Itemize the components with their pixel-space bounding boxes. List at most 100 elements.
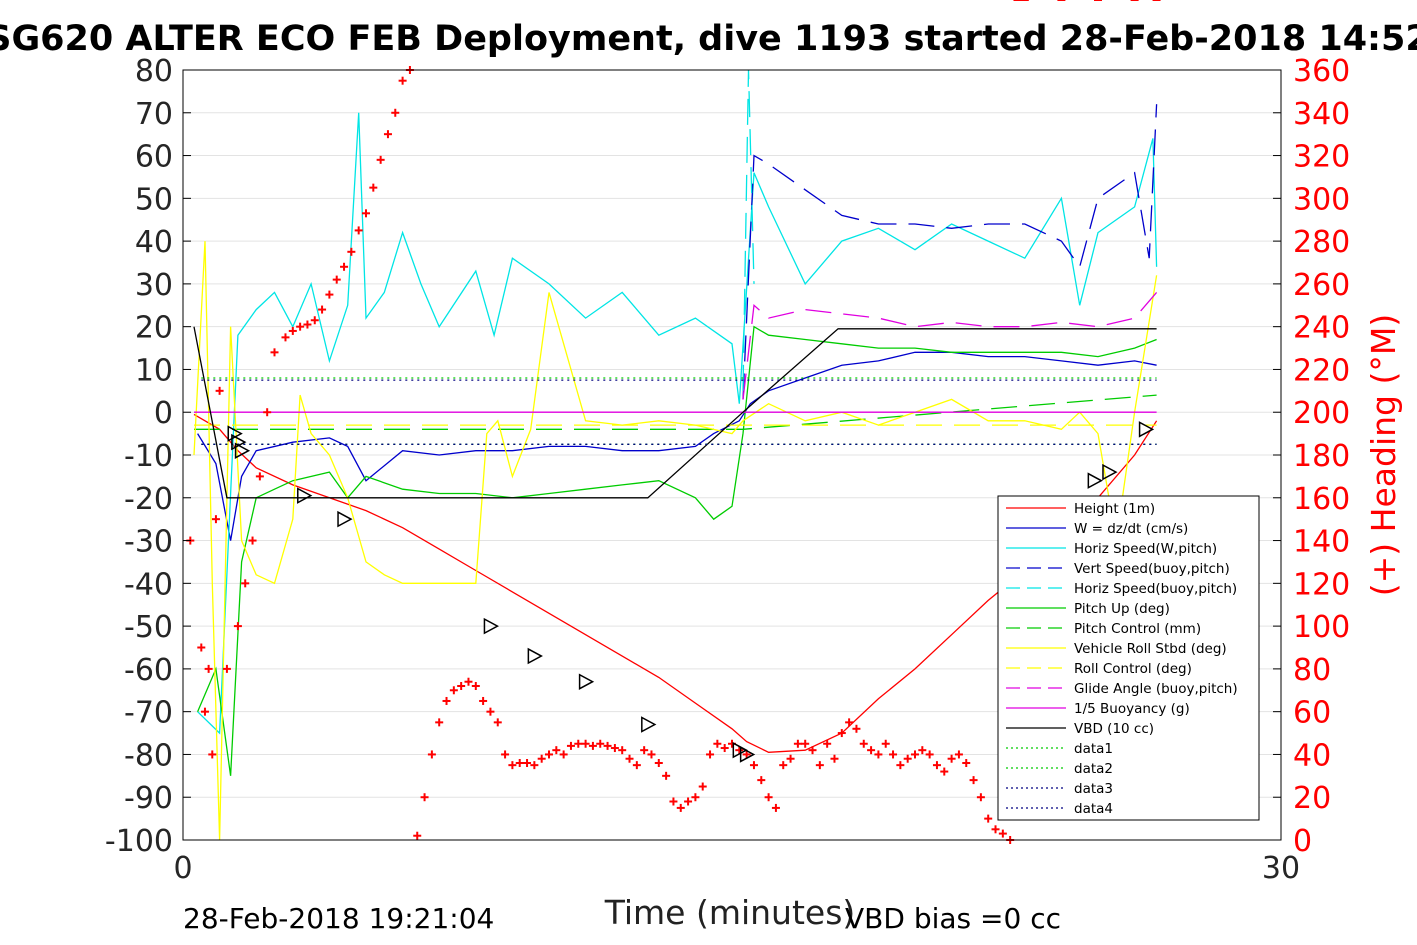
- heading-point: [786, 754, 795, 763]
- heading-point: [233, 622, 242, 631]
- y-left-tick-label: 60: [135, 140, 173, 175]
- y-right-tick-label: 260: [1293, 268, 1350, 303]
- y-right-tick-label: 340: [1293, 97, 1350, 132]
- y-left-tick-label: -60: [124, 653, 173, 688]
- heading-point: [654, 759, 663, 767]
- y-right-tick-label: 320: [1293, 140, 1350, 175]
- triangle-marker: [578, 673, 595, 690]
- y-right-tick-label: 180: [1293, 439, 1350, 474]
- heading-point: [830, 754, 839, 763]
- legend-item: data3: [1006, 781, 1113, 797]
- triangle-marker: [527, 647, 543, 665]
- heading-point: [984, 814, 993, 823]
- heading-point: [588, 741, 597, 750]
- heading-point: [969, 776, 978, 785]
- heading-point: [903, 754, 912, 763]
- legend-item: Vert Speed(buoy,pitch): [1006, 561, 1230, 577]
- x-tick-label: 30: [1262, 851, 1300, 886]
- triangle-marker: [1087, 472, 1103, 489]
- y-right-tick-label: 300: [1293, 182, 1350, 217]
- y-left-tick-label: -40: [124, 567, 173, 602]
- heading-point: [530, 761, 539, 770]
- heading-point: [442, 696, 451, 705]
- y-left-tick-label: -10: [124, 439, 173, 474]
- heading-point: [698, 782, 707, 791]
- triangle-marker: [732, 741, 748, 759]
- heading-point: [976, 793, 985, 802]
- heading-point: [684, 797, 693, 806]
- heading-point: [508, 761, 517, 770]
- y-left-tick-label: -80: [124, 738, 173, 773]
- legend-item: Height (1m): [1006, 501, 1155, 517]
- legend-label: 1/5 Buoyancy (g): [1074, 701, 1190, 717]
- y-left-tick-label: 50: [135, 182, 173, 217]
- heading-point: [493, 718, 502, 727]
- heading-point: [197, 643, 206, 652]
- triangle-marker: [1102, 463, 1118, 481]
- heading-point: [793, 739, 802, 748]
- y-left-tick-label: -20: [124, 482, 173, 517]
- heading-point: [647, 750, 656, 759]
- heading-markers: [186, 0, 1161, 844]
- heading-point: [889, 750, 898, 759]
- y-right-tick-label: 20: [1293, 781, 1331, 816]
- heading-point: [515, 759, 524, 767]
- legend-label: Glide Angle (buoy,pitch): [1074, 681, 1238, 697]
- heading-point: [457, 682, 466, 690]
- y-right-tick-label: 160: [1293, 482, 1350, 517]
- heading-point: [215, 386, 224, 395]
- series-line-vert-speed-buoy-pitch: [742, 104, 1158, 400]
- legend-item: W = dz/dt (cm/s): [1006, 521, 1188, 537]
- heading-point: [676, 803, 685, 812]
- heading-point: [706, 750, 715, 759]
- heading-point: [255, 472, 264, 481]
- heading-point: [757, 776, 766, 785]
- y-left-tick-label: -100: [105, 824, 173, 859]
- legend-label: data2: [1074, 761, 1113, 777]
- y-right-tick-label: 0: [1293, 824, 1312, 859]
- heading-point: [962, 759, 971, 767]
- legend: Height (1m) W = dz/dt (cm/s) Horiz Speed(W…: [997, 495, 1260, 821]
- y-right-tick-label: 220: [1293, 353, 1350, 388]
- heading-point: [815, 761, 824, 770]
- heading-point: [845, 718, 854, 727]
- series-line-vehicle-roll-stbd-deg: [193, 241, 1158, 841]
- legend-item: Vehicle Roll Stbd (deg): [1006, 641, 1227, 657]
- legend-item: data1: [1006, 741, 1113, 757]
- footer-vbd-bias: VBD bias =0 cc: [845, 902, 1061, 935]
- y-right-tick-label: 60: [1293, 696, 1331, 731]
- heading-point: [464, 677, 473, 686]
- heading-point: [552, 746, 561, 755]
- heading-point: [610, 744, 619, 753]
- heading-point: [523, 759, 532, 767]
- heading-point: [874, 750, 883, 759]
- heading-point: [537, 754, 546, 763]
- heading-point: [837, 729, 846, 738]
- series-line-vbd-10-cc: [193, 326, 1157, 499]
- heading-point: [998, 829, 1007, 838]
- legend-label: Roll Control (deg): [1074, 661, 1192, 677]
- legend-box: [997, 495, 1260, 821]
- legend-item: Glide Angle (buoy,pitch): [1006, 681, 1238, 697]
- heading-point: [808, 746, 817, 755]
- y-left-tick-label: 10: [135, 353, 173, 388]
- heading-point: [369, 183, 378, 192]
- y-right-tick-label: 240: [1293, 311, 1350, 346]
- heading-point: [248, 536, 257, 545]
- heading-point: [303, 320, 312, 329]
- legend-item: 1/5 Buoyancy (g): [1006, 701, 1190, 717]
- heading-point: [241, 579, 250, 588]
- y-left-tick-label: -50: [124, 610, 173, 645]
- heading-point: [479, 696, 488, 705]
- y-right-tick-label: 280: [1293, 225, 1350, 260]
- heading-point: [713, 739, 722, 748]
- heading-point: [383, 130, 392, 139]
- series-line-height-1m: [193, 413, 1158, 753]
- legend-item: data4: [1006, 801, 1113, 817]
- series-line-pitch-control-mm: [194, 394, 1157, 430]
- legend-item: Pitch Control (mm): [1006, 621, 1201, 637]
- heading-point: [925, 750, 934, 759]
- heading-point: [347, 247, 356, 256]
- heading-point: [771, 803, 780, 812]
- heading-point: [954, 750, 963, 759]
